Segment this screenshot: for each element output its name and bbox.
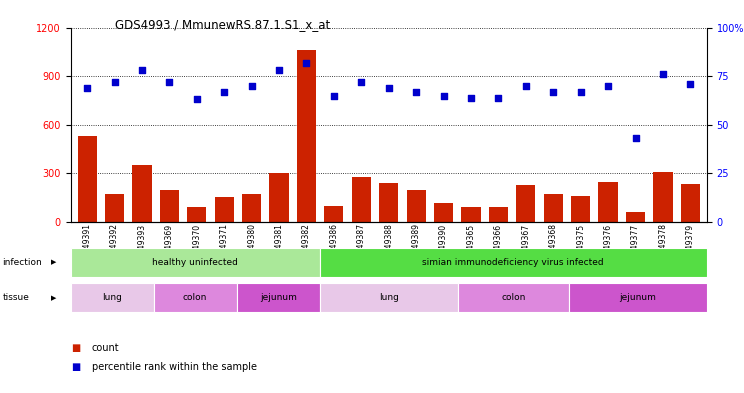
Point xyxy=(437,92,449,99)
Bar xyxy=(71,283,154,312)
Bar xyxy=(406,191,426,222)
Point xyxy=(328,92,340,99)
Point xyxy=(356,79,368,85)
Bar xyxy=(489,207,508,222)
Point xyxy=(602,83,614,89)
Text: lung: lung xyxy=(379,293,399,302)
Bar xyxy=(105,195,124,222)
Point xyxy=(382,84,394,91)
Text: jejunum: jejunum xyxy=(619,293,656,302)
Bar xyxy=(242,195,261,222)
Point xyxy=(81,84,93,91)
Point xyxy=(246,83,257,89)
Point xyxy=(218,88,230,95)
Text: infection: infection xyxy=(2,258,42,267)
Point xyxy=(301,59,312,66)
Text: ■: ■ xyxy=(71,343,80,353)
Bar xyxy=(320,283,458,312)
Text: ▶: ▶ xyxy=(51,295,56,301)
Bar xyxy=(461,208,481,222)
Text: ▶: ▶ xyxy=(51,259,56,265)
Bar xyxy=(324,206,344,222)
Text: GDS4993 / MmunewRS.87.1.S1_x_at: GDS4993 / MmunewRS.87.1.S1_x_at xyxy=(115,18,330,31)
Text: colon: colon xyxy=(183,293,208,302)
Text: lung: lung xyxy=(102,293,122,302)
Point xyxy=(136,67,148,73)
Bar xyxy=(568,283,707,312)
Text: count: count xyxy=(92,343,119,353)
Bar xyxy=(187,208,206,222)
Point xyxy=(684,81,696,87)
Point xyxy=(273,67,285,73)
Bar xyxy=(571,196,590,222)
Bar xyxy=(214,197,234,222)
Text: percentile rank within the sample: percentile rank within the sample xyxy=(92,362,257,373)
Point xyxy=(109,79,121,85)
Bar xyxy=(544,194,563,222)
Bar xyxy=(269,173,289,222)
Bar xyxy=(154,283,237,312)
Bar xyxy=(681,184,700,222)
Bar xyxy=(458,283,568,312)
Bar xyxy=(434,204,453,222)
Bar xyxy=(653,172,673,222)
Text: ■: ■ xyxy=(71,362,80,373)
Bar xyxy=(77,136,97,222)
Point xyxy=(493,94,504,101)
Point xyxy=(191,96,203,103)
Point xyxy=(465,94,477,101)
Point xyxy=(410,88,422,95)
Bar xyxy=(352,177,371,222)
Point xyxy=(548,88,559,95)
Bar xyxy=(626,212,645,222)
Bar xyxy=(516,185,536,222)
Bar xyxy=(160,189,179,222)
Text: tissue: tissue xyxy=(2,293,29,302)
Text: colon: colon xyxy=(501,293,525,302)
Point xyxy=(520,83,532,89)
Bar xyxy=(598,182,618,222)
Bar xyxy=(71,248,320,277)
Bar xyxy=(320,248,707,277)
Text: simian immunodeficiency virus infected: simian immunodeficiency virus infected xyxy=(423,258,604,267)
Bar xyxy=(132,165,152,222)
Point xyxy=(629,135,641,141)
Bar xyxy=(237,283,320,312)
Point xyxy=(657,71,669,77)
Point xyxy=(164,79,176,85)
Point xyxy=(574,88,586,95)
Text: jejunum: jejunum xyxy=(260,293,297,302)
Bar xyxy=(297,50,316,222)
Bar xyxy=(379,183,398,222)
Text: healthy uninfected: healthy uninfected xyxy=(153,258,238,267)
